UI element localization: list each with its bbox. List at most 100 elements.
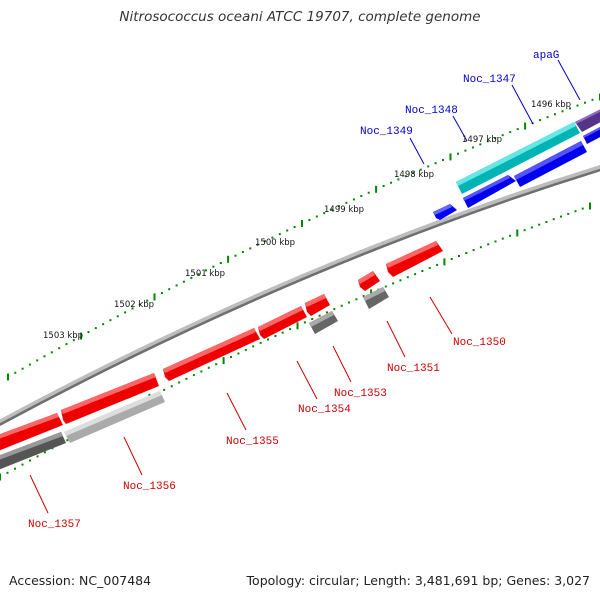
outer-scale-major-tick xyxy=(449,153,452,161)
label-Noc_1348[interactable]: Noc_1348 xyxy=(405,105,458,117)
gene-apaG[interactable] xyxy=(575,107,600,132)
inner-scale-minor-tick xyxy=(170,385,173,388)
gene-Noc_1348[interactable] xyxy=(514,141,587,187)
label-Noc_1347[interactable]: Noc_1347 xyxy=(463,74,516,86)
outer-scale-minor-tick xyxy=(109,319,112,322)
inner-scale-minor-tick xyxy=(21,463,24,466)
inner-scale-minor-tick xyxy=(567,212,570,215)
gene-Noc_1357-gray[interactable] xyxy=(0,432,66,470)
outer-scale-minor-tick xyxy=(546,116,549,119)
inner-scale-minor-tick xyxy=(163,388,166,391)
leader-Noc_1353 xyxy=(332,345,352,383)
inner-scale-minor-tick xyxy=(581,207,584,210)
outer-scale-minor-tick xyxy=(264,240,266,243)
label-Noc_1353[interactable]: Noc_1353 xyxy=(334,388,387,400)
inner-scale-minor-tick xyxy=(318,314,321,317)
scale-label-1499: 1499 kbp xyxy=(324,205,364,215)
gene-Noc_1351[interactable] xyxy=(358,271,380,291)
leader-Noc_1351 xyxy=(386,320,406,358)
gene-forward-blue-1[interactable] xyxy=(583,127,600,144)
outer-scale-minor-tick xyxy=(138,303,141,306)
label-Noc_1350[interactable]: Noc_1350 xyxy=(453,337,506,349)
outer-scale-minor-tick xyxy=(146,299,149,302)
inner-scale-minor-tick xyxy=(414,273,417,276)
scale-labels: 1496 kbp 1497 kbp 1498 kbp 1499 kbp 1500… xyxy=(43,100,571,341)
outer-scale-minor-tick xyxy=(21,367,24,370)
forward-genes xyxy=(433,107,600,220)
inner-scale-minor-tick xyxy=(472,249,475,252)
page-title: Nitrosococcus oceani ATCC 19707, complet… xyxy=(119,9,481,25)
inner-scale-major-tick xyxy=(443,258,446,266)
inner-scale-minor-tick xyxy=(494,240,497,243)
forward-labels: apaG Noc_1347 Noc_1348 Noc_1349 xyxy=(360,50,581,165)
inner-scale-minor-tick xyxy=(436,263,439,266)
inner-scale-major-tick xyxy=(222,357,225,365)
scale-label-1501: 1501 kbp xyxy=(185,269,225,279)
label-Noc_1356[interactable]: Noc_1356 xyxy=(123,481,176,493)
inner-scale-minor-tick xyxy=(311,318,314,320)
inner-scale-minor-tick xyxy=(552,218,555,221)
separator: ; xyxy=(498,573,503,588)
outer-scale-minor-tick xyxy=(554,113,556,116)
outer-scale-major-tick xyxy=(375,185,378,193)
outer-scale-minor-tick xyxy=(427,165,430,168)
label-Noc_1357[interactable]: Noc_1357 xyxy=(28,519,81,531)
outer-scale-minor-tick xyxy=(124,311,127,314)
outer-scale-minor-tick xyxy=(234,254,237,257)
gene-Noc_1347[interactable] xyxy=(456,122,580,194)
inner-scale-minor-tick xyxy=(523,229,526,232)
gene-Noc_1354[interactable] xyxy=(258,306,307,339)
inner-scale-minor-tick xyxy=(237,352,240,355)
scale-label-1500: 1500 kbp xyxy=(255,238,295,248)
outer-scale-minor-tick xyxy=(345,201,348,204)
leader-Noc_1355 xyxy=(226,392,247,431)
leader-Noc_1356 xyxy=(123,436,143,476)
inner-scale-minor-tick xyxy=(43,451,46,454)
label-apaG[interactable]: apaG xyxy=(533,50,559,62)
label-Noc_1355[interactable]: Noc_1355 xyxy=(226,436,279,448)
gene-Noc_1355[interactable] xyxy=(163,328,260,381)
outer-scale-minor-tick xyxy=(404,175,407,178)
label-Noc_1349[interactable]: Noc_1349 xyxy=(360,126,413,138)
inner-scale-minor-tick xyxy=(399,279,402,282)
gene-Noc_1356[interactable] xyxy=(61,373,159,424)
genome-backbone-shade xyxy=(0,168,600,427)
inner-scale-minor-tick xyxy=(244,348,247,351)
inner-scale-minor-tick xyxy=(185,377,188,380)
separator: ; xyxy=(355,573,360,588)
outer-scale-minor-tick xyxy=(323,212,326,215)
leader-Noc_1348 xyxy=(452,115,468,142)
leader-apaG xyxy=(557,59,581,101)
inner-scale-minor-tick xyxy=(421,270,424,272)
gene-Noc_1351-gray[interactable] xyxy=(363,287,389,309)
inner-scale-minor-tick xyxy=(29,459,31,462)
outer-scale-major-tick xyxy=(7,373,9,381)
gene-Noc_1356-gray[interactable] xyxy=(64,391,165,443)
gene-Noc_1350[interactable] xyxy=(386,241,443,277)
label-Noc_1354[interactable]: Noc_1354 xyxy=(298,404,351,416)
outer-scale-minor-tick xyxy=(102,323,105,326)
inner-scale-minor-tick xyxy=(36,455,39,458)
inner-scale-minor-tick xyxy=(289,328,292,331)
outer-scale-major-tick xyxy=(153,293,156,301)
gene-Noc_1357[interactable] xyxy=(0,413,63,451)
gene-Noc_1353[interactable] xyxy=(305,294,330,316)
inner-scale-minor-tick xyxy=(450,258,453,260)
gene-forward-blue-2[interactable] xyxy=(463,175,516,208)
outer-scale-minor-tick xyxy=(442,159,445,161)
inner-scale-minor-tick xyxy=(348,301,350,304)
outer-scale-major-tick xyxy=(301,220,303,227)
outer-scale-minor-tick xyxy=(58,347,61,350)
gene-Noc_1349[interactable] xyxy=(433,204,457,220)
inner-scale-minor-tick xyxy=(66,439,69,442)
outer-scale-minor-tick xyxy=(241,251,244,253)
outer-scale-minor-tick xyxy=(479,143,482,146)
outer-scale-minor-tick xyxy=(516,128,519,131)
outer-scale-minor-tick xyxy=(308,219,311,221)
inner-scale-minor-tick xyxy=(230,356,232,358)
inner-scale-minor-tick xyxy=(303,321,306,324)
outer-scale-minor-tick xyxy=(434,162,437,165)
gene-Noc_1353-gray[interactable] xyxy=(309,311,338,334)
label-Noc_1351[interactable]: Noc_1351 xyxy=(387,363,440,375)
